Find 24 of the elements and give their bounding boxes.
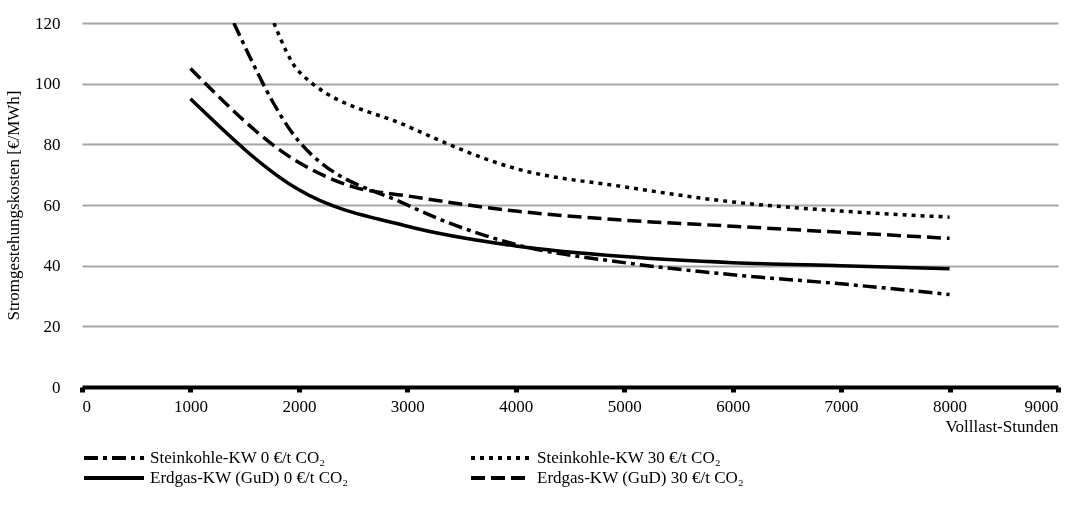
legend-label: Steinkohle-KW 30 €/t CO₂ (537, 448, 721, 467)
x-axis-title: Volllast-Stunden (945, 416, 1059, 436)
legend-label: Steinkohle-KW 0 €/t CO₂ (150, 448, 326, 467)
x-tick-label: 5000 (607, 396, 642, 416)
line-series (272, 23, 952, 219)
x-tick-label: 1000 (173, 396, 208, 416)
y-tick-label: 60 (43, 195, 61, 215)
y-tick-label: 20 (43, 316, 61, 336)
x-tick-label: 7000 (824, 396, 859, 416)
x-tick-label: 8000 (933, 396, 968, 416)
y-tick-label: 80 (43, 134, 61, 154)
x-tick-label: 0 (82, 396, 91, 416)
x-tick-label: 9000 (1024, 396, 1059, 416)
x-tick-label: 3000 (390, 396, 425, 416)
y-axis-title: Stromgestehungskosten [€/MWh] (4, 90, 23, 321)
y-tick-label: 40 (43, 256, 61, 276)
x-tick-label: 2000 (282, 396, 317, 416)
legend-label: Erdgas-KW (GuD) 30 €/t CO₂ (537, 468, 744, 487)
legend-label: Erdgas-KW (GuD) 0 €/t CO₂ (150, 468, 349, 487)
y-tick-label: 0 (52, 377, 61, 397)
x-tick-label: 6000 (716, 396, 751, 416)
y-tick-label: 120 (35, 13, 61, 33)
x-tick-label: 4000 (499, 396, 534, 416)
y-tick-label: 100 (35, 74, 61, 94)
